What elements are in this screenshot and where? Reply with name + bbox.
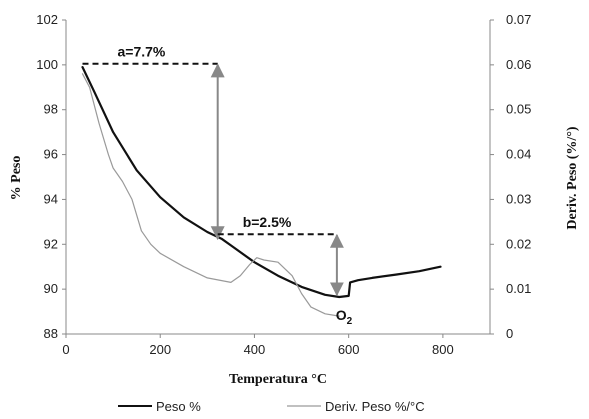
x-tick-label: 800 <box>432 342 454 357</box>
series-layer <box>81 65 442 317</box>
y2-tick-label: 0.02 <box>506 236 531 251</box>
x-tick-labels: 0 200 400 600 800 <box>62 334 454 357</box>
y-tick-label: 96 <box>44 147 58 162</box>
y-tick-label: 100 <box>36 57 58 72</box>
legend-label-peso: Peso % <box>156 399 201 414</box>
left-tick-labels: 88 90 92 94 96 98 100 102 <box>36 12 66 341</box>
y2-tick-label: 0 <box>506 326 513 341</box>
series-line-peso <box>81 65 442 299</box>
y2-tick-label: 0.05 <box>506 102 531 117</box>
legend-label-deriv: Deriv. Peso %/°C <box>325 399 425 414</box>
x-tick-label: 600 <box>338 342 360 357</box>
annotation-b-label: b=2.5% <box>243 214 292 230</box>
y2-tick-label: 0.03 <box>506 191 531 206</box>
y-tick-label: 102 <box>36 12 58 27</box>
y-axis-title: % Peso <box>9 156 24 201</box>
x-tick-label: 200 <box>149 342 171 357</box>
y-tick-label: 92 <box>44 236 58 251</box>
y2-tick-label: 0.04 <box>506 147 531 162</box>
x-tick-label: 0 <box>62 342 69 357</box>
y2-tick-label: 0.01 <box>506 281 531 296</box>
x-tick-label: 400 <box>244 342 266 357</box>
x-axis-title: Temperatura °C <box>229 372 327 387</box>
y-tick-label: 98 <box>44 102 58 117</box>
y-tick-label: 94 <box>44 191 58 206</box>
series-line-deriv <box>81 73 340 317</box>
y-tick-label: 90 <box>44 281 58 296</box>
y-tick-label: 88 <box>44 326 58 341</box>
annotation-o2-label: O2 <box>336 307 353 327</box>
annotation-layer: a=7.7% b=2.5% O2 <box>82 44 353 327</box>
legend: Peso % Deriv. Peso %/°C <box>118 399 425 414</box>
annotation-a-label: a=7.7% <box>117 44 165 60</box>
y2-axis-title: Deriv. Peso (%/°) <box>565 126 580 230</box>
y2-tick-label: 0.06 <box>506 57 531 72</box>
y2-tick-label: 0.07 <box>506 12 531 27</box>
right-tick-labels: 0 0.01 0.02 0.03 0.04 0.05 0.06 0.07 <box>490 12 531 341</box>
